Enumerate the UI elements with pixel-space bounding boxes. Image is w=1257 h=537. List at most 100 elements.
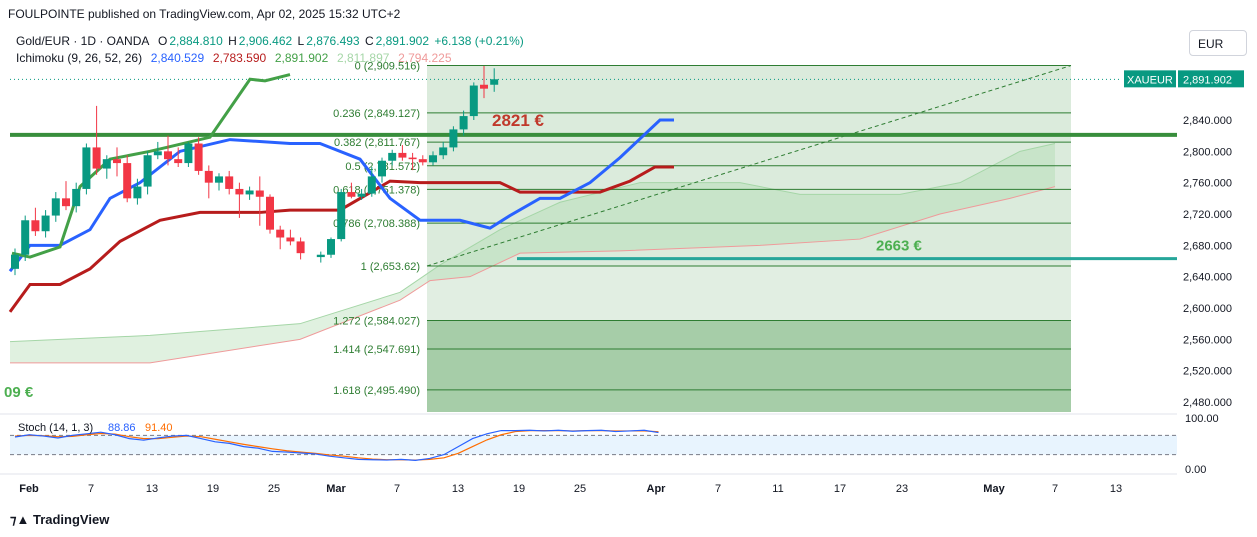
candle-body (490, 79, 499, 85)
y-tick-label: 2,800.000 (1183, 146, 1232, 158)
candle-body (266, 196, 274, 230)
publisher-line: FOULPOINTE published on TradingView.com,… (8, 7, 401, 21)
fib-trend-line (426, 65, 1072, 267)
ichimoku-lagging: 2,891.902 (274, 51, 329, 65)
x-tick-label: 23 (896, 483, 908, 495)
ichimoku-span-b: 2,794.225 (398, 51, 452, 65)
x-tick-label: 7 (88, 483, 94, 495)
stoch-axis-top: 100.00 (1185, 413, 1219, 425)
ichimoku-base: 2,783.590 (212, 51, 267, 65)
x-tick-label: May (983, 483, 1005, 495)
x-tick-label: 7 (1052, 483, 1058, 495)
left-level-annotation: 09 € (4, 384, 34, 401)
price-tag-value-bg (1178, 70, 1244, 88)
candle-body (133, 186, 142, 199)
y-tick-label: 2,480.000 (1183, 397, 1232, 409)
fib-level-label: 1 (2,653.62) (361, 261, 420, 273)
candle-body (215, 176, 223, 183)
candle-body (398, 152, 407, 158)
candle-body (92, 147, 101, 169)
candle-body (164, 151, 172, 160)
candle-body (337, 192, 346, 240)
candle-body (296, 241, 305, 254)
x-tick-label: Apr (647, 483, 667, 495)
ohlc-legend: Gold/EUR · 1D · OANDA O 2,884.810 H 2,906.… (16, 34, 526, 48)
candle-body (286, 237, 295, 242)
x-tick-label: 13 (452, 483, 464, 495)
low-label: L (297, 34, 305, 48)
stoch-d-value: 91.40 (145, 422, 173, 434)
resistance-annotation: 2821 € (492, 111, 545, 130)
ichimoku-span-a: 2,811.897 (336, 51, 390, 65)
close-label: C (364, 34, 374, 48)
y-tick-label: 2,840.000 (1183, 115, 1232, 127)
candle-body (153, 151, 162, 156)
stoch-k-line (14, 429, 659, 461)
x-tick-label: 25 (574, 483, 586, 495)
x-tick-label: 13 (1110, 483, 1122, 495)
candle-body (82, 147, 91, 189)
fib-level-label: 0.786 (2,708.388) (333, 218, 420, 230)
candle-body (255, 190, 264, 197)
candle-body (204, 170, 213, 183)
candle-body (449, 129, 458, 148)
fib-zone-lower (427, 265, 1071, 412)
y-tick-label: 2,520.000 (1183, 366, 1232, 378)
candle-body (316, 254, 325, 258)
x-tick-label: 19 (513, 483, 525, 495)
y-tick-label: 2,720.000 (1183, 209, 1232, 221)
fib-level-label: 1.414 (2,547.691) (333, 344, 420, 356)
candle-body (62, 198, 70, 207)
fib-level-label: 0 (2,909.516) (355, 61, 420, 73)
candle-body (102, 159, 111, 169)
y-tick-label: 2,680.000 (1183, 240, 1232, 252)
stoch-k-value: 88.86 (108, 422, 136, 434)
candle-body (21, 220, 30, 255)
candle-body (245, 190, 254, 195)
x-tick-label: 17 (834, 483, 846, 495)
brand-name: TradingView (32, 512, 110, 527)
x-tick-label: 19 (207, 483, 219, 495)
candle-body (143, 155, 152, 187)
candle-body (429, 155, 437, 163)
candle-body (174, 159, 183, 164)
ichimoku-label[interactable]: Ichimoku (9, 26, 52, 26) (16, 51, 143, 65)
y-tick-label: 2,600.000 (1183, 303, 1232, 315)
candle-body (347, 192, 356, 197)
fib-level-label: 0.236 (2,849.127) (333, 108, 420, 120)
candle-body (357, 193, 366, 197)
x-tick-label: Feb (19, 483, 39, 495)
price-tag-symbol: XAUEUR (1127, 74, 1173, 86)
ichimoku-conversion: 2,840.529 (150, 51, 205, 65)
open-label: O (158, 34, 168, 48)
x-tick-label: 25 (268, 483, 280, 495)
open-value: 2,884.810 (169, 34, 223, 48)
candle-body (378, 160, 386, 177)
candle-body (418, 159, 427, 163)
candle-body (41, 215, 50, 232)
currency-button[interactable]: EUR (1189, 30, 1247, 56)
close-value: 2,891.902 (375, 34, 429, 48)
tradingview-icon: ⁊▲ (10, 512, 30, 527)
y-tick-label: 2,760.000 (1183, 178, 1232, 190)
brand-logo[interactable]: ⁊▲ TradingView (10, 512, 109, 528)
x-tick-label: 7 (715, 483, 721, 495)
candle-body (31, 220, 40, 232)
fib-level-label: 1.272 (2,584.027) (333, 316, 420, 328)
candle-body (408, 157, 417, 160)
stoch-label: Stoch (14, 1, 3) (18, 422, 93, 434)
y-tick-label: 2,640.000 (1183, 272, 1232, 284)
symbol-label[interactable]: Gold/EUR · 1D · OANDA (16, 34, 150, 48)
candle-body (439, 147, 448, 156)
x-tick-label: Mar (326, 483, 346, 495)
ichimoku-cloud (10, 143, 1055, 363)
candle-body (469, 85, 478, 117)
price-tag-symbol-bg (1124, 70, 1176, 88)
support-annotation: 2663 € (876, 238, 923, 255)
stoch-band (10, 435, 1177, 455)
candle-body (235, 188, 244, 195)
candle-body (388, 152, 397, 161)
candle-body (184, 143, 193, 164)
stoch-axis-bottom: 0.00 (1185, 464, 1206, 476)
